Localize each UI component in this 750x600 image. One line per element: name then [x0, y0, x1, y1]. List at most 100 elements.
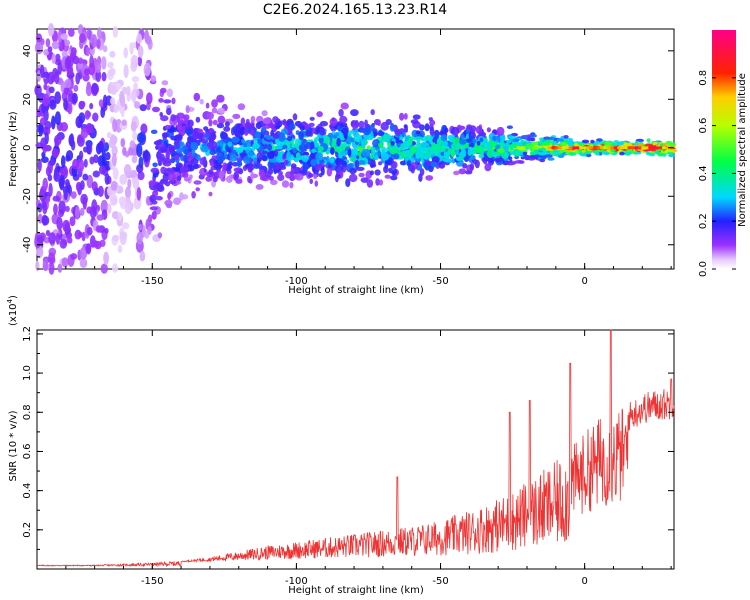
spectrogram-cell: [138, 224, 143, 231]
spectrogram-cell: [552, 152, 557, 157]
colorbar-gradient: [712, 30, 736, 269]
spectrogram-cell: [253, 157, 258, 163]
spectrogram-cell: [69, 133, 75, 147]
spectrogram-cell: [86, 27, 92, 40]
spectrogram-cell: [543, 150, 548, 154]
spectrogram-cell: [107, 61, 114, 68]
spectrogram-cell: [265, 135, 273, 140]
spectrogram-cell: [152, 106, 160, 113]
spectrogram-cell: [539, 158, 546, 163]
spectrogram-cell: [35, 33, 43, 43]
spectrogram-cell: [288, 123, 296, 130]
spectrogram-tone-cell: [617, 146, 622, 150]
spectrogram-ytick-label: -20: [22, 188, 33, 204]
spectrogram-xtick-label: -100: [285, 276, 308, 287]
snr-ytick-label: 0.6: [22, 444, 33, 460]
spectrogram-cell: [316, 111, 323, 118]
spectrogram-cell: [191, 131, 200, 140]
spectrogram-cell: [86, 126, 94, 134]
spectrogram-cell: [217, 115, 226, 125]
spectrogram-cell: [43, 83, 48, 91]
spectrogram-cell: [416, 147, 424, 152]
spectrogram-tone-cell: [651, 146, 656, 150]
spectrogram-cell: [255, 184, 264, 190]
spectrogram-cell: [42, 177, 48, 192]
spectrogram-cell: [272, 133, 280, 140]
spectrogram-cell: [232, 113, 241, 120]
spectrogram-tone-cell: [620, 146, 625, 150]
spectrogram-tone-cell: [599, 146, 605, 150]
spectrogram-cell: [318, 136, 324, 144]
spectrogram-cell: [277, 165, 287, 170]
spectrogram-cell: [184, 128, 194, 135]
spectrogram-cell: [512, 143, 518, 147]
spectrogram-cell: [458, 168, 467, 175]
spectrogram-cell: [358, 172, 365, 178]
spectrogram-cell: [590, 139, 595, 144]
spectrogram-cell: [336, 137, 341, 147]
spectrogram-cell: [340, 160, 347, 166]
spectrogram-cell: [199, 98, 204, 105]
spectrogram-cell: [41, 156, 49, 163]
spectrogram-cell: [494, 157, 503, 163]
spectrogram-cell: [469, 163, 475, 171]
spectrogram-cell: [259, 176, 268, 181]
snr-scale-label: (x104): [6, 295, 19, 326]
spectrogram-cell: [299, 125, 305, 131]
spectrogram-cell: [136, 33, 143, 44]
spectrogram-cell: [425, 134, 432, 141]
spectrogram-cell: [104, 227, 109, 234]
spectrogram-cell: [123, 64, 129, 79]
spectrogram-cell: [557, 154, 565, 158]
spectrogram-cell: [272, 116, 279, 124]
spectrogram-cell: [476, 140, 481, 146]
spectrogram-cell: [122, 222, 130, 230]
spectrogram-cell: [460, 148, 467, 158]
spectrogram-cell: [236, 147, 244, 154]
spectrogram-cell: [105, 152, 111, 161]
spectrogram-cell: [467, 146, 474, 155]
spectrogram-cell: [517, 142, 523, 146]
spectrogram-cell: [356, 146, 362, 151]
spectrogram-cell: [385, 119, 392, 125]
spectrogram-cell: [340, 102, 349, 110]
spectrogram-cell: [170, 114, 176, 122]
spectrogram-cell: [320, 166, 325, 176]
spectrogram-tone-cell: [596, 146, 601, 150]
spectrogram-cell: [317, 146, 325, 152]
spectrogram-cell: [500, 151, 509, 159]
snr-ytick-label: 0.2: [22, 522, 33, 538]
spectrogram-cell: [374, 155, 379, 161]
spectrogram-ytick-label: 20: [22, 93, 33, 106]
spectrogram-cell: [216, 162, 222, 169]
spectrogram-cell: [390, 175, 398, 181]
spectrogram-cell: [131, 154, 138, 164]
spectrogram-cell: [117, 244, 123, 253]
spectrogram-cell: [48, 232, 56, 245]
spectrogram-cell: [57, 263, 63, 273]
spectrogram-cell: [72, 158, 79, 170]
spectrogram-cell: [548, 136, 556, 141]
spectrogram-cell: [48, 86, 55, 94]
spectrogram-cell: [92, 112, 99, 122]
spectrogram-cell: [160, 166, 167, 175]
spectrogram-cell: [155, 195, 163, 201]
spectrogram-cell: [166, 203, 172, 209]
spectrogram-cell: [36, 245, 44, 259]
spectrogram-cell: [180, 166, 185, 173]
spectrogram-cell: [266, 143, 273, 151]
spectrogram-cell: [72, 55, 80, 65]
spectrogram-cell: [54, 134, 62, 146]
spectrogram-cell: [209, 149, 216, 156]
spectrogram-cell: [79, 33, 86, 44]
spectrogram-cell: [190, 158, 199, 165]
spectrogram-cell: [86, 144, 91, 155]
spectrogram-cell: [237, 103, 246, 111]
spectrogram-cell: [106, 132, 112, 139]
spectrogram-panel: -150 -100 -50 0 -40 -20 0 20 40 Height of straig…: [8, 23, 678, 296]
spectrogram-tone-cell: [561, 146, 567, 150]
spectrogram-cell: [377, 119, 381, 127]
spectrogram-cell: [436, 137, 442, 147]
snr-ylabel: SNR (10 * v/v): [8, 410, 19, 481]
spectrogram-tone-cell: [551, 146, 556, 150]
